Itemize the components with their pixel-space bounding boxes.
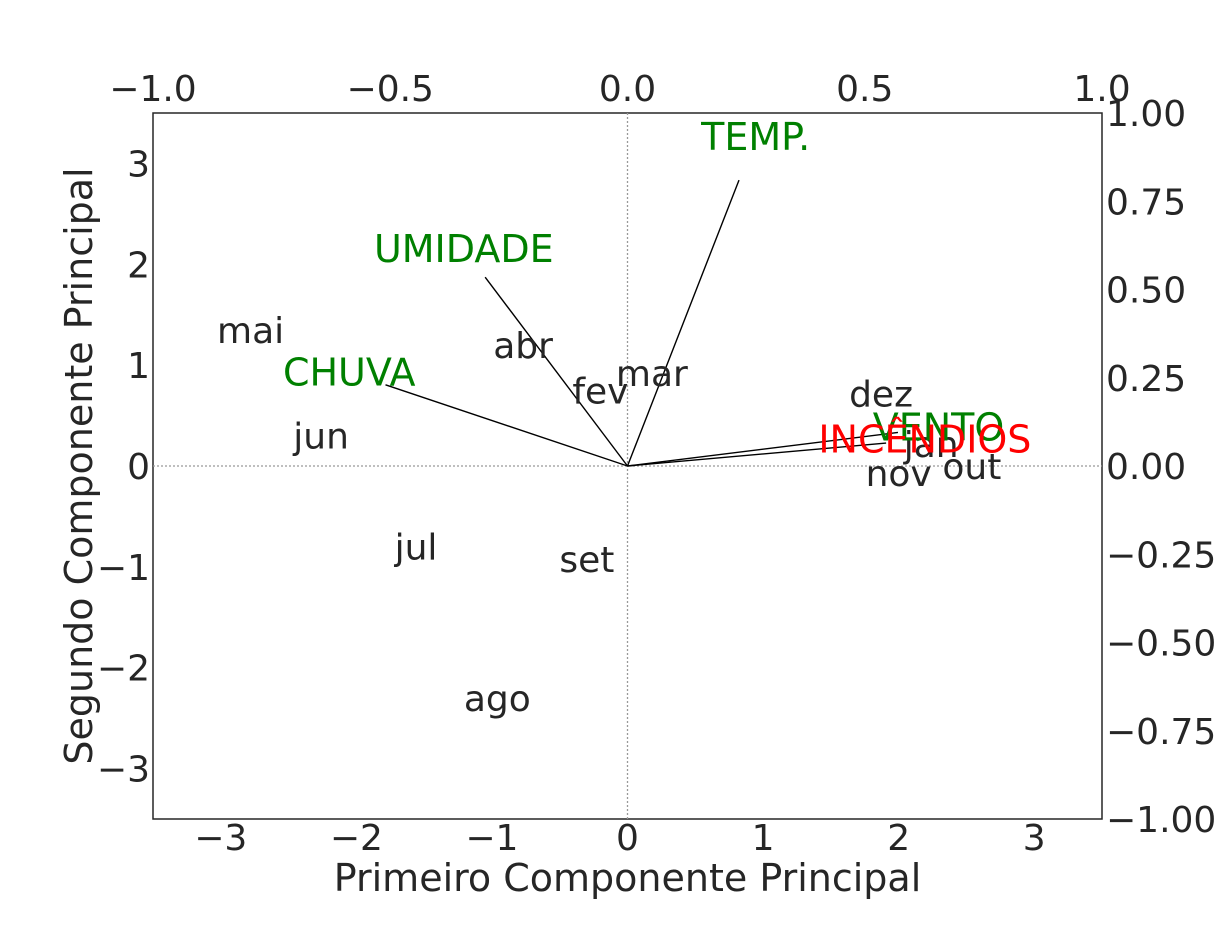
right-y-tick-label: −1.00 xyxy=(1106,800,1216,841)
x-tick-label: −1 xyxy=(465,818,518,859)
loading-arrow xyxy=(484,276,629,467)
right-y-tick-label: −0.75 xyxy=(1106,712,1216,753)
top-x-tick-label: −0.5 xyxy=(347,69,434,110)
loading-arrow xyxy=(627,431,899,467)
top-x-tick-label: 0.0 xyxy=(599,69,656,110)
x-tick-label: 1 xyxy=(752,818,775,859)
right-y-tick-label: 1.00 xyxy=(1106,94,1186,135)
right-y-tick-label: 0.50 xyxy=(1106,271,1186,312)
variable-label: INCÊNDIOS xyxy=(818,418,1031,462)
y-tick-label: 1 xyxy=(127,346,150,387)
x-tick-label: −3 xyxy=(194,818,247,859)
y-tick-label: 3 xyxy=(127,144,150,185)
month-label: dez xyxy=(849,374,913,415)
right-y-tick-label: 0.75 xyxy=(1106,182,1186,223)
month-label: jun xyxy=(292,417,349,458)
top-x-tick-label: −1.0 xyxy=(109,69,196,110)
left-y-ticks: −3 −2 −1 0 1 2 3 xyxy=(97,144,150,790)
variable-label: VENTO xyxy=(873,405,1005,449)
right-y-tick-label: −0.50 xyxy=(1106,624,1216,665)
y-tick-label: −3 xyxy=(97,750,150,791)
loading-arrow xyxy=(627,442,887,467)
right-y-ticks: −1.00 −0.75 −0.50 −0.25 0.00 0.25 0.50 0.75 1.00 xyxy=(1106,94,1216,841)
month-label: mai xyxy=(217,311,284,352)
y-tick-label: −2 xyxy=(97,649,150,690)
month-label: mar xyxy=(616,354,688,395)
x-tick-label: 0 xyxy=(616,818,639,859)
y-tick-label: 0 xyxy=(127,447,150,488)
variable-label: TEMP. xyxy=(700,115,810,159)
right-y-tick-label: −0.25 xyxy=(1106,535,1216,576)
top-x-tick-label: 0.5 xyxy=(836,69,893,110)
bottom-x-ticks: −3 −2 −1 0 1 2 3 xyxy=(194,818,1045,859)
top-x-tick-label: 1.0 xyxy=(1073,69,1130,110)
loading-arrow xyxy=(385,384,628,467)
right-y-tick-label: 0.00 xyxy=(1106,447,1186,488)
y-tick-label: −1 xyxy=(97,548,150,589)
month-label: fev xyxy=(572,371,628,412)
month-label: jan xyxy=(903,425,959,466)
y-tick-label: 2 xyxy=(127,245,150,286)
month-label: jul xyxy=(394,528,438,569)
month-label: abr xyxy=(493,326,553,367)
x-axis-label: Primeiro Componente Principal xyxy=(334,856,922,900)
loading-arrows xyxy=(385,179,899,467)
top-x-ticks: −1.0 −0.5 0.0 0.5 1.0 xyxy=(109,69,1130,110)
variable-label: UMIDADE xyxy=(374,227,554,271)
loading-arrow xyxy=(626,179,740,467)
y-axis-label: Segundo Componente Principal xyxy=(57,167,101,764)
month-label: out xyxy=(942,447,1001,488)
right-y-tick-label: 0.25 xyxy=(1106,359,1186,400)
variable-label: CHUVA xyxy=(283,351,415,395)
x-tick-label: −2 xyxy=(330,818,383,859)
x-tick-label: 3 xyxy=(1023,818,1046,859)
month-label: ago xyxy=(464,679,531,720)
x-tick-label: 2 xyxy=(887,818,910,859)
month-label: nov xyxy=(866,454,932,495)
month-label: set xyxy=(559,540,614,581)
